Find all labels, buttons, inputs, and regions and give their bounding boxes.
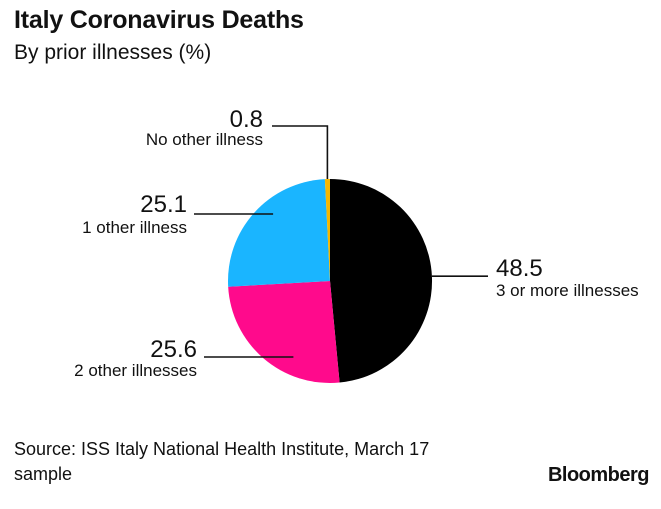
chart-title: Italy Coronavirus Deaths [14,6,304,34]
value-label-1-other: 25.1 [140,191,187,218]
category-label-1-other: 1 other illness [82,218,187,237]
pie-slice-3-or-more-illnesses [330,179,433,383]
category-label-3-or-more: 3 or more illnesses [496,281,639,300]
pie-slices [227,179,433,384]
value-label-2-other: 25.6 [150,336,197,363]
category-label-2-other: 2 other illnesses [74,361,197,380]
value-label-no-other: 0.8 [230,106,263,133]
leader-lines [194,125,488,358]
leader-no-other [272,125,329,179]
bloomberg-logo: Bloomberg [547,464,650,486]
pie-slice-2-other-illnesses [228,281,340,384]
pie-slice-no-other-illness [324,179,330,281]
value-label-3-or-more: 48.5 [496,255,543,282]
category-label-no-other: No other illness [146,130,263,149]
chart-subtitle: By prior illnesses (%) [14,41,212,64]
slice-labels: 48.5 3 or more illnesses 25.6 2 other il… [74,106,639,380]
pie-slice-1-other-illness [227,179,330,287]
source-note: Source: ISS Italy National Health Instit… [14,439,430,484]
